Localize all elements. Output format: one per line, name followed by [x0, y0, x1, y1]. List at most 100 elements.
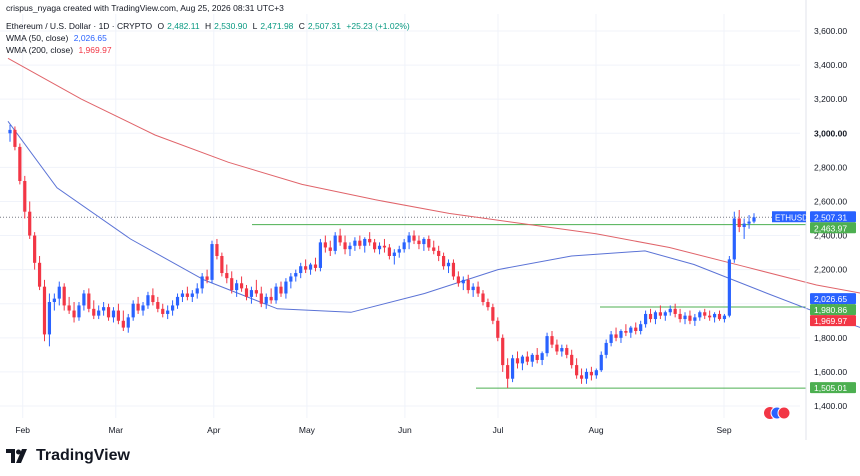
- candle-body: [575, 365, 579, 376]
- candle: [693, 313, 697, 326]
- candle: [584, 368, 589, 384]
- candle-body: [180, 293, 185, 297]
- candle: [318, 238, 323, 272]
- candle: [304, 259, 308, 274]
- candle: [392, 249, 396, 265]
- candle: [427, 235, 431, 251]
- candle-body: [644, 313, 648, 325]
- candle: [688, 310, 692, 325]
- candle: [486, 298, 490, 311]
- candle-body: [737, 218, 741, 228]
- y-tick-label: 3,000.00: [814, 128, 847, 138]
- candle-body: [678, 313, 682, 320]
- candle-body: [244, 288, 249, 297]
- candle: [279, 281, 283, 297]
- wma200-label: WMA (200, close): [6, 45, 74, 55]
- candle: [673, 303, 677, 318]
- candle-body: [289, 276, 293, 282]
- candle-body: [535, 354, 539, 360]
- candle-body: [166, 310, 170, 314]
- candle-body: [471, 286, 475, 291]
- candle: [170, 300, 175, 316]
- candle-body: [560, 348, 564, 352]
- candle-body: [412, 235, 416, 241]
- wma50-legend[interactable]: WMA (50, close) 2,026.65: [6, 33, 110, 44]
- candle-body: [703, 312, 707, 316]
- candle: [525, 351, 529, 366]
- candle-body: [111, 310, 116, 318]
- candle: [97, 305, 101, 320]
- candle: [264, 293, 268, 309]
- candle-body: [353, 240, 357, 246]
- candle-body: [57, 286, 61, 299]
- candle: [111, 307, 116, 323]
- candle: [333, 232, 337, 255]
- candle-body: [210, 244, 214, 280]
- candle-body: [402, 242, 406, 250]
- candle: [368, 232, 372, 246]
- candle: [161, 303, 165, 318]
- candle-body: [195, 288, 199, 294]
- candle-body: [274, 286, 278, 301]
- candle: [491, 303, 495, 325]
- candle: [175, 293, 180, 309]
- wma200-legend[interactable]: WMA (200, close) 1,969.97: [6, 45, 115, 56]
- candle: [185, 286, 189, 301]
- candle-body: [126, 317, 130, 328]
- candle-body: [451, 262, 456, 277]
- candle: [535, 348, 539, 364]
- candle: [225, 264, 229, 284]
- candle-body: [382, 245, 387, 248]
- x-tick-label: Mar: [108, 425, 123, 435]
- candle-body: [304, 266, 308, 270]
- high-label: H: [204, 21, 212, 31]
- candle-body: [279, 286, 283, 294]
- y-tick-label: 2,600.00: [814, 196, 847, 206]
- candle: [658, 305, 662, 320]
- candle: [609, 331, 613, 347]
- open-label: O: [157, 21, 165, 31]
- candle: [604, 339, 608, 359]
- candle: [42, 279, 47, 342]
- candle: [668, 305, 672, 316]
- candle: [299, 262, 303, 279]
- candle-body: [466, 279, 470, 291]
- candle: [653, 310, 658, 325]
- economic-event-icon[interactable]: [764, 406, 791, 420]
- candle: [141, 302, 145, 316]
- candle: [37, 256, 42, 291]
- candle: [244, 284, 249, 301]
- candle-body: [131, 303, 135, 318]
- candle: [57, 281, 61, 306]
- candle-body: [712, 313, 717, 318]
- candle-body: [106, 307, 111, 318]
- candle: [338, 228, 342, 246]
- candle: [747, 215, 751, 229]
- candle: [33, 232, 37, 270]
- candle-body: [510, 358, 515, 379]
- candle: [269, 288, 273, 304]
- candle: [136, 296, 140, 314]
- candle: [560, 344, 564, 357]
- candle-body: [215, 244, 219, 256]
- price-label-text: 1,505.01: [814, 383, 847, 393]
- candle-body: [579, 375, 584, 379]
- candle: [683, 312, 687, 325]
- candle: [166, 305, 170, 320]
- candle-body: [417, 240, 421, 245]
- candle-body: [397, 249, 401, 253]
- candle-body: [254, 290, 258, 294]
- price-label-text: 2,463.97: [814, 223, 847, 233]
- candle-body: [432, 247, 436, 251]
- candle-body: [668, 308, 672, 313]
- candle-body: [264, 296, 268, 304]
- symbol-tag-text: ETHUSD: [775, 213, 808, 222]
- candle-body: [205, 276, 209, 280]
- candle-body: [146, 295, 150, 306]
- candle: [471, 283, 475, 297]
- tradingview-logo[interactable]: TradingView: [6, 447, 130, 465]
- candle: [555, 339, 559, 355]
- candle-body: [639, 324, 643, 331]
- candle: [72, 302, 76, 323]
